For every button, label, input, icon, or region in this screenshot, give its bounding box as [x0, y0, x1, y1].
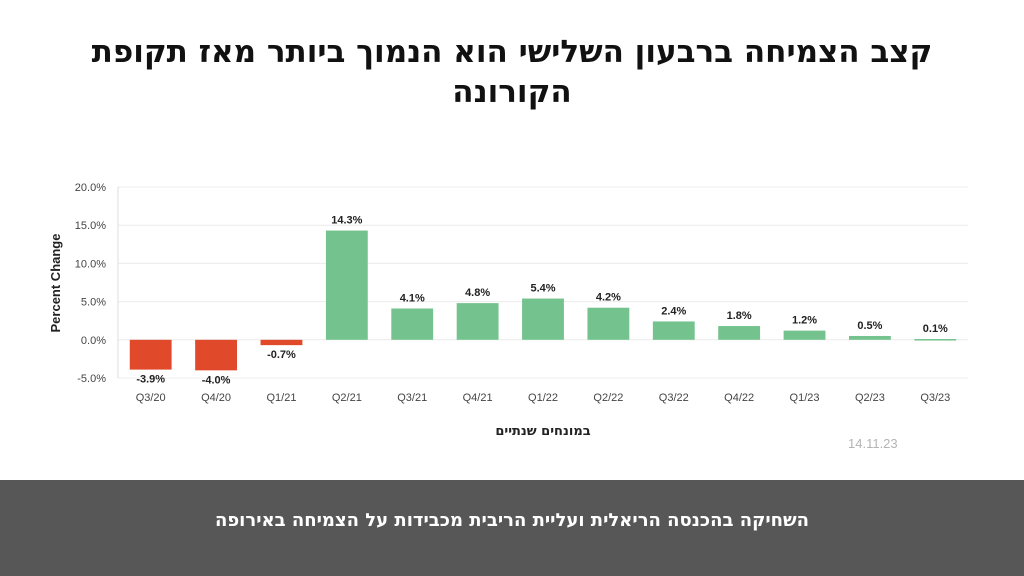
x-tick-label: Q4/22	[724, 392, 754, 404]
x-tick-label: Q3/21	[397, 392, 427, 404]
bar-Q1-21	[260, 339, 303, 346]
footer-banner: השחיקה בהכנסה הריאלית ועליית הריבית מכבי…	[0, 480, 1024, 576]
bar-Q1-23	[783, 330, 826, 340]
y-tick-label: 10.0%	[75, 258, 106, 270]
y-tick-label: 0.0%	[81, 335, 106, 347]
x-tick-label: Q2/23	[855, 392, 885, 404]
data-label: -0.7%	[267, 349, 296, 361]
bar-Q4-22	[718, 326, 761, 340]
data-label: 2.4%	[661, 305, 686, 317]
bar-Q3-23	[914, 339, 957, 341]
bar-Q4-20	[195, 339, 237, 371]
chart-headline: קצב הצמיחה ברבעון השלישי הוא הנמוך ביותר…	[91, 34, 933, 110]
data-label: 14.3%	[331, 215, 362, 227]
x-tick-label: Q3/22	[659, 392, 689, 404]
bar-Q4-21	[456, 303, 499, 340]
y-tick-label: 15.0%	[75, 220, 106, 232]
x-tick-label: Q2/22	[593, 392, 623, 404]
x-tick-label: Q3/20	[136, 392, 166, 404]
x-tick-label: Q1/23	[790, 392, 820, 404]
x-tick-label: Q1/22	[528, 392, 558, 404]
y-axis-ticks: -5.0% 0.0% 5.0% 10.0% 15.0% 20.0%	[75, 182, 106, 385]
date-stamp: 14.11.23	[848, 436, 898, 451]
data-labels: -3.9% -4.0% -0.7% 14.3% 4.1% 4.8% 5.4% 4.2% 2.4%…	[136, 215, 948, 387]
x-tick-label: Q1/21	[266, 392, 296, 404]
data-label: 0.1%	[923, 323, 948, 335]
bar-Q2-23	[849, 335, 891, 340]
data-label: -3.9%	[136, 374, 165, 386]
data-label: 5.4%	[530, 283, 555, 295]
data-label: 1.8%	[727, 310, 752, 322]
data-label: -4.0%	[202, 374, 231, 386]
bar-Q3-21	[391, 308, 434, 340]
footer-caption: השחיקה בהכנסה הריאלית ועליית הריבית מכבי…	[214, 510, 810, 531]
data-label: 4.2%	[596, 292, 621, 304]
data-label: 4.8%	[465, 287, 490, 299]
y-tick-label: 20.0%	[75, 182, 106, 194]
x-axis-ticks: Q3/20 Q4/20 Q1/21 Q2/21 Q3/21 Q4/21 Q1/22 Q2/22…	[136, 392, 951, 404]
y-axis-title: Percent Change	[48, 234, 63, 333]
bar-Q1-22	[522, 298, 564, 340]
bar-Q3-22	[652, 321, 695, 340]
data-label: 0.5%	[857, 320, 882, 332]
x-tick-label: Q4/20	[201, 392, 231, 404]
x-tick-label: Q2/21	[332, 392, 362, 404]
data-label: 1.2%	[792, 315, 817, 327]
y-tick-label: -5.0%	[77, 373, 106, 385]
bar-chart: -5.0%0.0%5.0%10.0%15.0%20.0% -3.9% -4.0%-…	[48, 182, 968, 439]
x-axis-title: במונחים שנתיים	[495, 424, 590, 439]
bar-Q2-21	[325, 230, 368, 340]
bar-Q2-22	[587, 307, 630, 340]
data-label: 4.1%	[400, 292, 425, 304]
x-tick-label: Q4/21	[463, 392, 493, 404]
bars	[129, 230, 957, 371]
x-tick-label: Q3/23	[920, 392, 950, 404]
bar-Q3-20	[129, 339, 172, 370]
y-tick-label: 5.0%	[81, 297, 106, 309]
